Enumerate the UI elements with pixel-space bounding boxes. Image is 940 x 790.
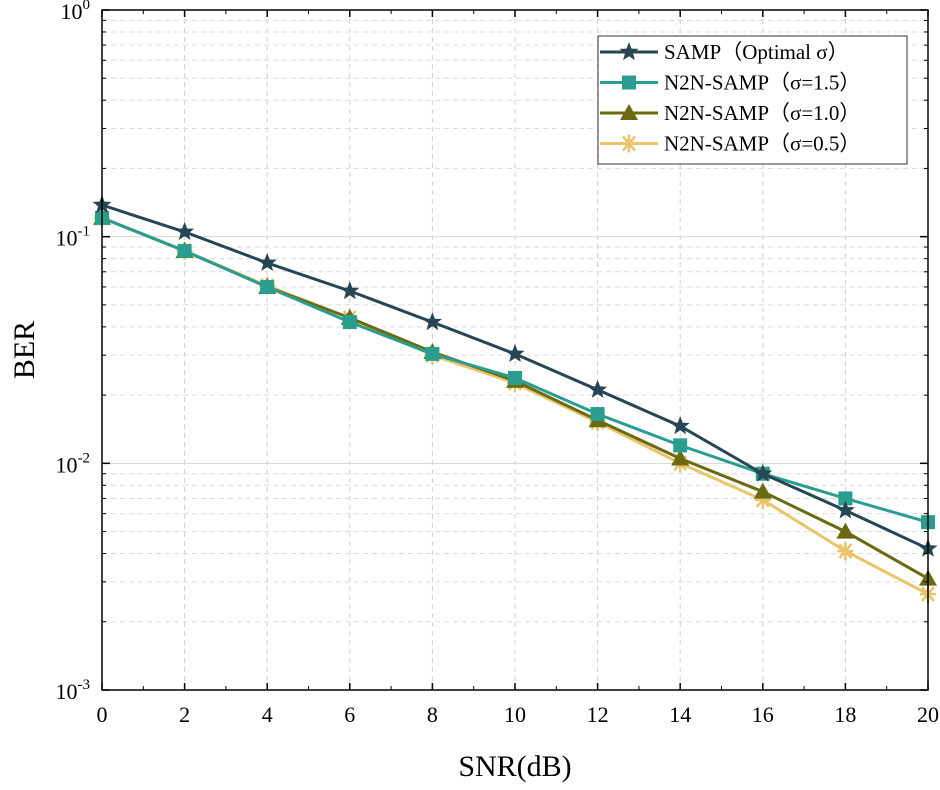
legend-label: N2N-SAMP（σ=1.0） xyxy=(664,101,860,125)
data-point xyxy=(670,416,690,435)
x-tick-label: 8 xyxy=(427,702,438,727)
legend-marker xyxy=(621,134,637,153)
data-point xyxy=(260,279,275,294)
data-point xyxy=(340,281,360,300)
legend-label: N2N-SAMP（σ=1.5） xyxy=(664,71,860,95)
y-axis-label: BER xyxy=(8,321,41,379)
legend-entry: N2N-SAMP（σ=1.0） xyxy=(600,101,860,125)
data-point xyxy=(505,343,525,362)
data-point xyxy=(508,370,522,385)
data-point xyxy=(836,522,855,539)
legend: SAMP（Optimal σ） N2N-SAMP（σ=1.5） N2N-SAMP（σ… xyxy=(597,35,908,165)
data-point xyxy=(753,463,773,482)
series-square xyxy=(95,210,935,530)
x-tick-label: 12 xyxy=(587,702,609,727)
legend-marker xyxy=(622,75,636,90)
grid xyxy=(102,10,928,690)
data-point xyxy=(753,482,772,499)
x-tick-label: 4 xyxy=(262,702,273,727)
y-tick-label: 100 xyxy=(61,0,91,24)
x-tick-label: 14 xyxy=(669,702,691,727)
legend-box xyxy=(597,35,908,165)
x-tick-label: 18 xyxy=(834,702,856,727)
data-point xyxy=(835,500,855,519)
data-point xyxy=(422,312,442,331)
legend-label: SAMP（Optimal σ） xyxy=(664,40,849,64)
x-tick-label: 2 xyxy=(179,702,190,727)
data-point xyxy=(837,542,854,561)
data-point xyxy=(588,379,608,398)
data-point xyxy=(838,491,853,506)
data-point xyxy=(342,315,357,330)
x-tick-label: 0 xyxy=(97,702,108,727)
x-axis-label: SNR(dB) xyxy=(458,750,571,783)
legend-entry: SAMP（Optimal σ） xyxy=(600,40,849,64)
legend-label: N2N-SAMP（σ=0.5） xyxy=(664,132,860,156)
x-tick-label: 20 xyxy=(917,702,939,727)
y-tick-label: 10-3 xyxy=(56,677,91,704)
x-tick-label: 16 xyxy=(752,702,774,727)
ticks: 0 2 4 6 8 10 12 14 16 18 20 100 10-1 10-2 10-3 xyxy=(56,0,940,727)
data-point xyxy=(257,252,277,271)
legend-entry: N2N-SAMP（σ=0.5） xyxy=(600,132,860,156)
data-point xyxy=(425,346,440,361)
data-point xyxy=(175,221,195,240)
data-point xyxy=(671,449,690,466)
data-point xyxy=(590,407,605,422)
legend-marker xyxy=(619,42,639,61)
data-point xyxy=(177,243,192,258)
x-tick-label: 6 xyxy=(344,702,355,727)
data-point xyxy=(673,438,688,453)
y-tick-label: 10-1 xyxy=(56,224,91,251)
y-tick-label: 10-2 xyxy=(56,450,91,477)
legend-entry: N2N-SAMP（σ=1.5） xyxy=(600,71,860,95)
x-tick-label: 10 xyxy=(504,702,526,727)
legend-marker xyxy=(620,104,638,120)
